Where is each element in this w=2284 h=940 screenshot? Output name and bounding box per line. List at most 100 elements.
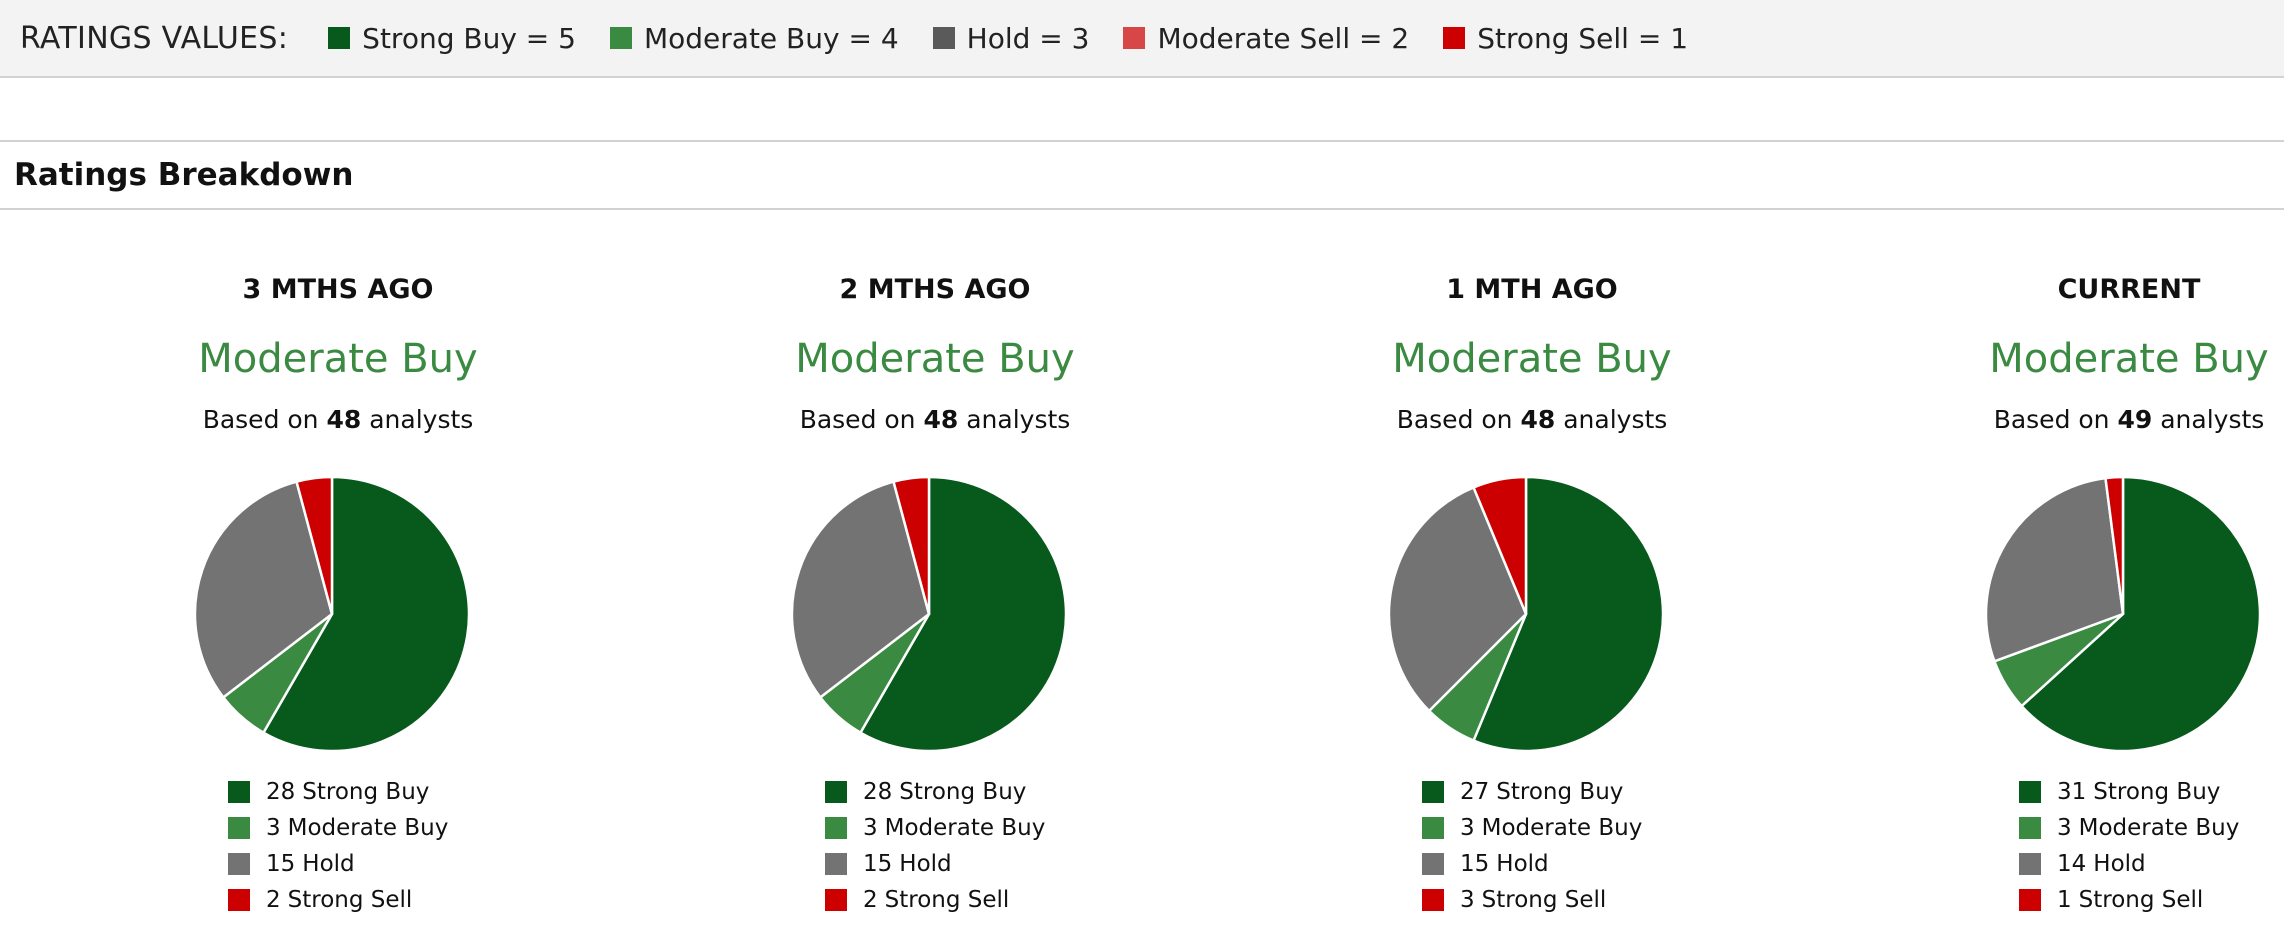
pie-legend-item: 28 Strong Buy — [228, 774, 448, 810]
analyst-count: Based on 48 analysts — [58, 405, 618, 434]
swatch-hold — [228, 853, 250, 875]
based-prefix: Based on — [1396, 405, 1513, 434]
pie-legend-item: 31 Strong Buy — [2019, 774, 2239, 810]
legend-swatch-strong-sell — [1443, 27, 1466, 49]
pie-chart — [1984, 475, 2262, 753]
count: 3 — [863, 815, 878, 841]
pie-slice-hold — [790, 480, 931, 699]
rating-label: Strong Sell — [2078, 887, 2204, 913]
pie-slice-strong-buy — [2020, 475, 2262, 753]
pie-slice-strong-sell — [1472, 475, 1528, 616]
swatch-moderate-buy — [228, 817, 250, 839]
swatch-hold — [825, 853, 847, 875]
swatch-strong-buy — [228, 781, 250, 803]
pie-legend-item: 14 Hold — [2019, 846, 2239, 882]
pie-legend: 27 Strong Buy 3 Moderate Buy 15 Hold 3 Stron… — [1422, 774, 1642, 918]
period-title: 3 MTHS AGO — [242, 274, 434, 305]
count: 28 — [266, 779, 296, 805]
pie-legend: 28 Strong Buy 3 Moderate Buy 15 Hold 2 Stron… — [228, 774, 448, 918]
pie-legend-item: 15 Hold — [1422, 846, 1642, 882]
swatch-moderate-buy — [825, 817, 847, 839]
analyst-number: 48 — [1520, 405, 1556, 434]
consensus-rating: Moderate Buy — [198, 336, 478, 382]
period-title: 2 MTHS AGO — [839, 274, 1031, 305]
rating-label: Strong Buy — [302, 779, 430, 805]
pie-legend-text: 3 Moderate Buy — [2057, 815, 2239, 841]
pie-slice-hold — [193, 480, 334, 699]
rating-label: Hold — [302, 851, 355, 877]
pie-legend-text: 3 Strong Sell — [1460, 887, 1606, 913]
legend-swatch-moderate-buy — [609, 27, 632, 49]
pie-legend-text: 28 Strong Buy — [266, 779, 429, 805]
pie-slice-strong-buy — [859, 475, 1068, 753]
swatch-hold — [2019, 853, 2041, 875]
legend-item-moderate-buy: Moderate Buy = 4 — [609, 22, 899, 55]
count: 2 — [266, 887, 281, 913]
rating-label: Strong Sell — [884, 887, 1010, 913]
legend-swatch-moderate-sell — [1123, 27, 1146, 49]
legend-label: Strong Sell = 1 — [1477, 21, 1689, 55]
based-suffix: analysts — [966, 405, 1071, 434]
count: 28 — [863, 779, 893, 805]
consensus-rating: Moderate Buy — [795, 336, 1075, 382]
panel-1-mth-ago: 1 MTH AGO Moderate Buy Based on 48 analy… — [1252, 210, 1812, 938]
pie-legend-text: 28 Strong Buy — [863, 779, 1026, 805]
period-title: CURRENT — [2057, 274, 2201, 305]
spacer — [0, 78, 2284, 142]
legend-label: Hold = 3 — [966, 21, 1090, 55]
analyst-count: Based on 49 analysts — [1849, 405, 2284, 434]
pie-legend-item: 3 Strong Sell — [1422, 882, 1642, 918]
pie-legend-item: 1 Strong Sell — [2019, 882, 2239, 918]
pie-legend-text: 3 Moderate Buy — [1460, 815, 1642, 841]
pie-legend-text: 15 Hold — [863, 851, 952, 877]
rating-label: Strong Buy — [2093, 779, 2221, 805]
rating-label: Hold — [899, 851, 952, 877]
count: 3 — [2057, 815, 2072, 841]
pie-legend-item: 27 Strong Buy — [1422, 774, 1642, 810]
count: 3 — [266, 815, 281, 841]
pie-slice-strong-sell — [892, 475, 931, 616]
legend-item-strong-buy: Strong Buy = 5 — [328, 22, 576, 55]
swatch-strong-sell — [1422, 889, 1444, 911]
rating-label: Hold — [2093, 851, 2146, 877]
legend-title: RATINGS VALUES: — [20, 20, 289, 56]
count: 3 — [1460, 815, 1475, 841]
pie-chart — [790, 475, 1068, 753]
pie-legend-item: 3 Moderate Buy — [228, 810, 448, 846]
analyst-number: 48 — [923, 405, 959, 434]
pie-legend-text: 2 Strong Sell — [266, 887, 412, 913]
swatch-strong-buy — [825, 781, 847, 803]
legend-label: Strong Buy = 5 — [362, 21, 576, 55]
swatch-moderate-buy — [1422, 817, 1444, 839]
pie-legend-item: 2 Strong Sell — [228, 882, 448, 918]
rating-label: Hold — [1496, 851, 1549, 877]
analyst-count: Based on 48 analysts — [1252, 405, 1812, 434]
count: 31 — [2057, 779, 2087, 805]
legend-swatch-strong-buy — [328, 27, 351, 49]
ratings-panels: 3 MTHS AGO Moderate Buy Based on 48 anal… — [0, 210, 2284, 938]
count: 2 — [863, 887, 878, 913]
pie-slice-hold — [1984, 476, 2125, 663]
pie-chart — [1387, 475, 1665, 753]
rating-label: Strong Sell — [287, 887, 413, 913]
based-prefix: Based on — [799, 405, 916, 434]
panel-2-mths-ago: 2 MTHS AGO Moderate Buy Based on 48 anal… — [655, 210, 1215, 938]
section-header: Ratings Breakdown — [0, 142, 2284, 210]
pie-legend-text: 15 Hold — [266, 851, 355, 877]
swatch-moderate-buy — [2019, 817, 2041, 839]
analyst-number: 48 — [326, 405, 362, 434]
pie-legend-item: 2 Strong Sell — [825, 882, 1045, 918]
pie-legend-item: 28 Strong Buy — [825, 774, 1045, 810]
pie-slice-strong-sell — [295, 475, 334, 616]
pie-legend-text: 27 Strong Buy — [1460, 779, 1623, 805]
count: 15 — [1460, 851, 1490, 877]
section-title: Ratings Breakdown — [14, 157, 354, 193]
count: 3 — [1460, 887, 1475, 913]
ratings-values-legend: RATINGS VALUES: Strong Buy = 5 Moderate … — [0, 0, 2284, 78]
pie-legend-text: 3 Moderate Buy — [266, 815, 448, 841]
rating-label: Strong Buy — [899, 779, 1027, 805]
pie-legend-text: 1 Strong Sell — [2057, 887, 2203, 913]
period-title: 1 MTH AGO — [1446, 274, 1618, 305]
analyst-count: Based on 48 analysts — [655, 405, 1215, 434]
swatch-strong-buy — [2019, 781, 2041, 803]
